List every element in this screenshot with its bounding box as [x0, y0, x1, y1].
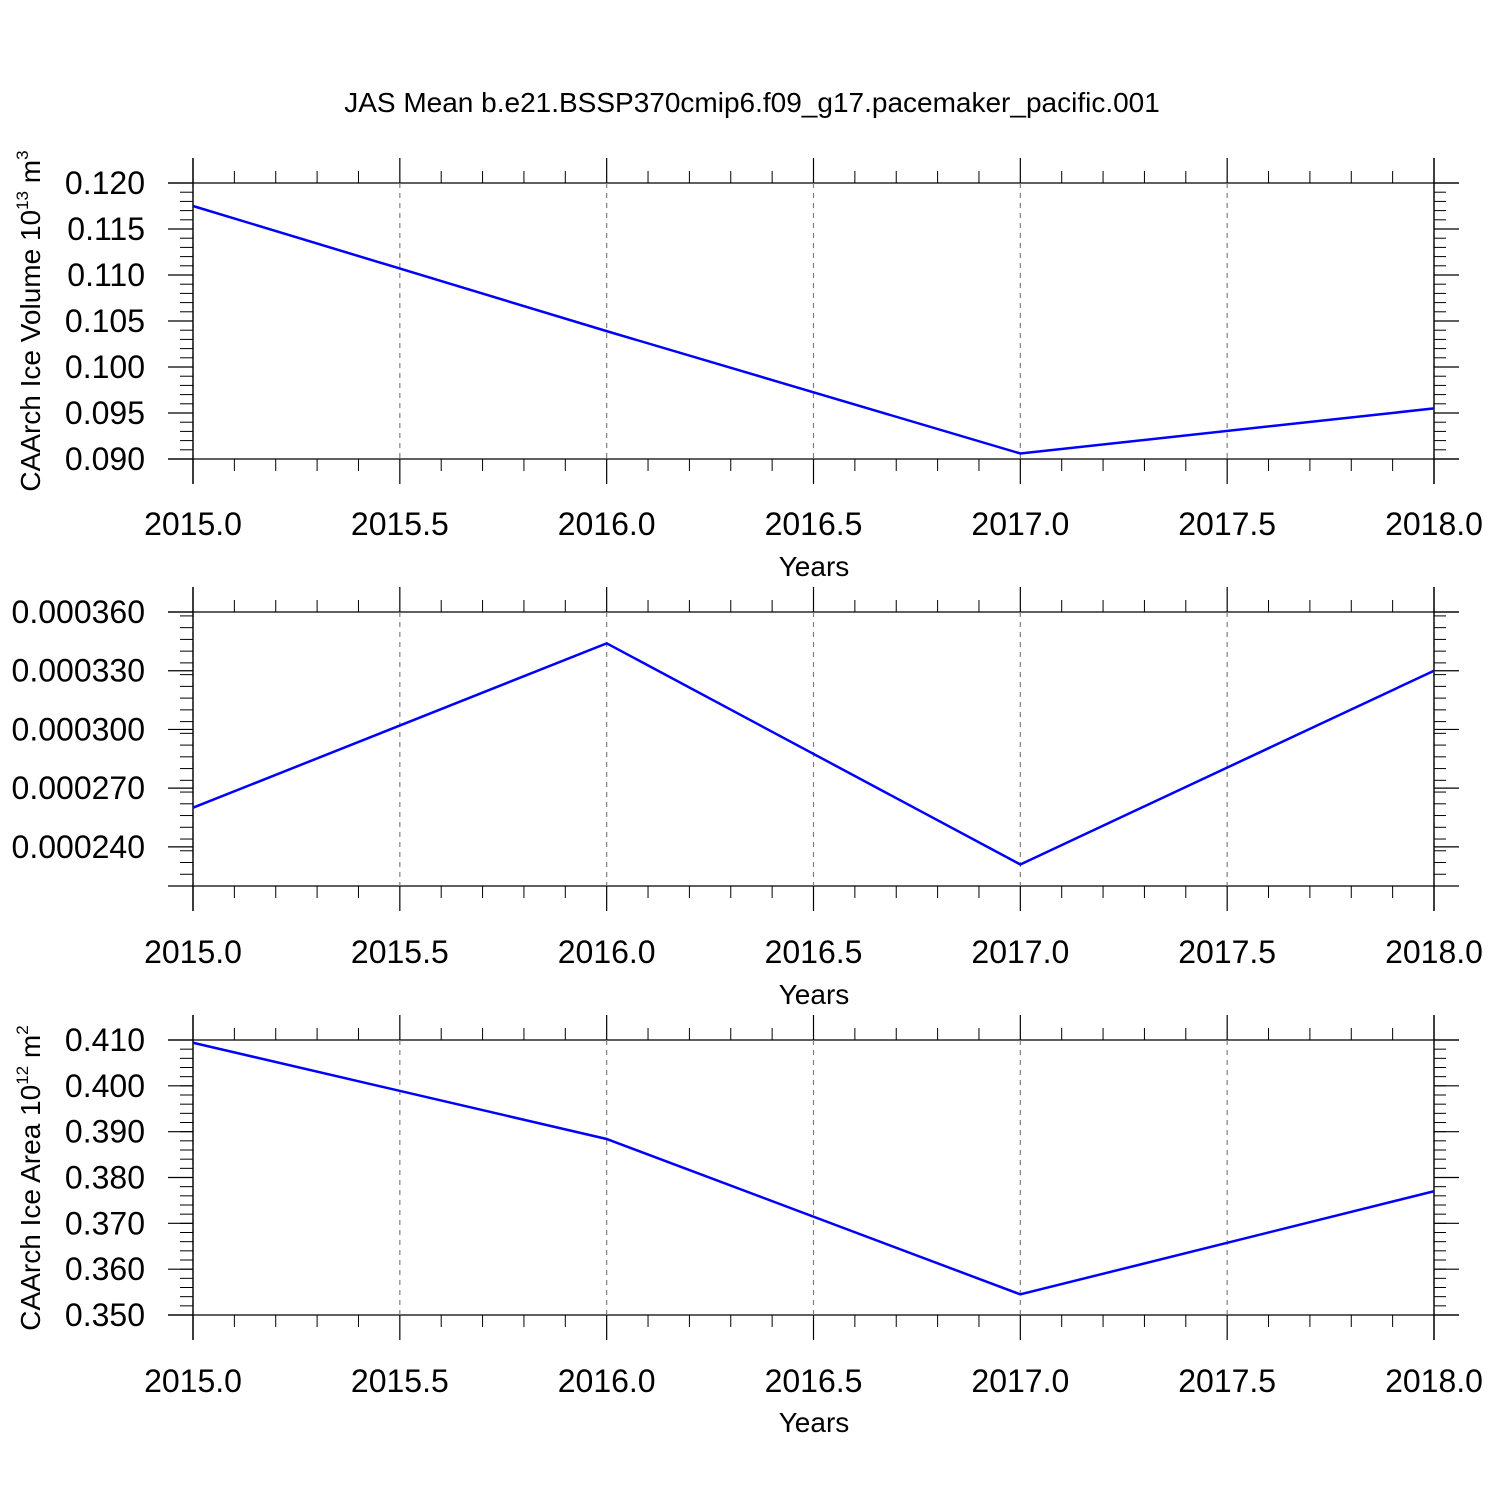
x-tick-label: 2018.0	[1385, 1363, 1483, 1399]
x-tick-label: 2017.0	[971, 1363, 1069, 1399]
x-tick-label: 2016.0	[558, 506, 656, 542]
x-axis-label: Years	[779, 551, 850, 582]
y-tick-label: 0.380	[65, 1160, 145, 1196]
x-tick-label: 2018.0	[1385, 506, 1483, 542]
panel-ice-area: 2015.0 2015.5 2016.0 2016.5 2017.0 2017.5 2018…	[13, 1015, 1483, 1438]
panel-middle: 2015.0 2015.5 2016.0 2016.5 2017.0 2017.5 2018…	[12, 587, 1483, 1010]
series-line	[192, 204, 1435, 455]
panel-ice-volume: 2015.0 2015.5 2016.0 2016.5 2017.0 2017.5 2018…	[13, 150, 1483, 582]
x-tick-label: 2017.0	[971, 506, 1069, 542]
y-tick-label: 0.000270	[12, 770, 145, 806]
y-tick-label: 0.105	[65, 303, 145, 339]
x-tick-label: 2016.0	[558, 934, 656, 970]
x-tick-label: 2015.5	[351, 506, 449, 542]
y-tick-label: 0.110	[67, 257, 145, 293]
y-axis-label: CAArch Ice Volume 1013 m3	[13, 150, 46, 491]
y-tick-label: 0.370	[65, 1205, 145, 1241]
y-tick-label: 0.115	[67, 211, 145, 247]
x-tick-label: 2017.5	[1178, 1363, 1276, 1399]
y-tick-label: 0.095	[65, 395, 145, 431]
x-tick-label: 2015.0	[144, 1363, 242, 1399]
y-tick-label: 0.000240	[12, 829, 145, 865]
y-tick-label: 0.100	[65, 349, 145, 385]
y-tick-label: 0.120	[65, 165, 145, 201]
y-tick-label: 0.390	[65, 1114, 145, 1150]
figure-title: JAS Mean b.e21.BSSP370cmip6.f09_g17.pace…	[344, 87, 1160, 118]
y-tick-label: 0.000330	[12, 653, 145, 689]
y-tick-label: 0.090	[65, 441, 145, 477]
x-tick-label: 2016.5	[765, 934, 863, 970]
y-tick-label: 0.350	[65, 1297, 145, 1333]
y-tick-label: 0.360	[65, 1251, 145, 1287]
x-tick-label: 2015.5	[351, 934, 449, 970]
x-tick-label: 2016.5	[765, 1363, 863, 1399]
y-tick-label: 0.000300	[12, 711, 145, 747]
x-tick-label: 2015.0	[144, 934, 242, 970]
series-line	[192, 641, 1435, 866]
x-tick-label: 2018.0	[1385, 934, 1483, 970]
x-tick-label: 2016.5	[765, 506, 863, 542]
x-axis-label: Years	[779, 979, 850, 1010]
y-tick-label: 0.000360	[12, 594, 145, 630]
x-tick-label: 2016.0	[558, 1363, 656, 1399]
y-axis-label: CAArch Ice Area 1012 m2	[13, 1025, 46, 1330]
x-tick-label: 2017.5	[1178, 506, 1276, 542]
x-tick-label: 2017.5	[1178, 934, 1276, 970]
x-axis-label: Years	[779, 1407, 850, 1438]
y-tick-label: 0.400	[65, 1068, 145, 1104]
x-tick-label: 2015.0	[144, 506, 242, 542]
x-tick-label: 2017.0	[971, 934, 1069, 970]
y-tick-label: 0.410	[65, 1022, 145, 1058]
series-line	[192, 1041, 1435, 1296]
x-tick-label: 2015.5	[351, 1363, 449, 1399]
